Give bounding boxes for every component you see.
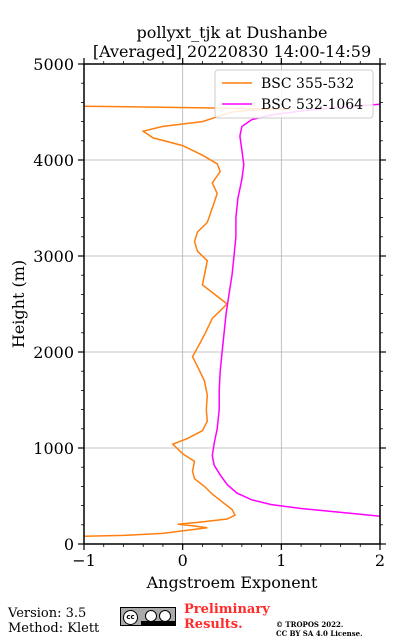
copyright-line1: © TROPOS 2022. [276, 620, 344, 629]
cc-license-badge: cc [120, 607, 176, 626]
legend: BSC 355-532 BSC 532-1064 [214, 69, 374, 119]
y-tick-label: 1000 [33, 439, 74, 458]
cc-icon: cc [123, 610, 138, 625]
chart-title-line1: pollyxt_tjk at Dushanbe [136, 23, 327, 42]
version-text: Version: 3.5 [8, 606, 87, 621]
x-axis-label: Angstroem Exponent [146, 573, 318, 592]
preliminary-line1: Preliminary [184, 602, 270, 617]
y-tick-label: 5000 [33, 55, 74, 74]
y-tick-label: 2000 [33, 343, 74, 362]
preliminary-notice: Preliminary Results. [184, 602, 270, 632]
x-tick-label: 1 [276, 551, 286, 570]
x-tick-label: 0 [178, 551, 188, 570]
series-group [84, 103, 380, 538]
series-line-bsc-532-1064 [211, 103, 380, 517]
copyright-notice: © TROPOS 2022. CC BY SA 4.0 License. [276, 620, 363, 638]
legend-label-bsc532: BSC 532-1064 [261, 97, 363, 113]
preliminary-line2: Results. [184, 617, 243, 632]
chart-title-line2: [Averaged] 20220830 14:00-14:59 [93, 42, 371, 61]
x-tick-label: 2 [375, 551, 385, 570]
y-tick-label: 0 [64, 535, 74, 554]
y-axis-label: Height (m) [9, 260, 28, 348]
y-tick-label: 3000 [33, 247, 74, 266]
copyright-line2: CC BY SA 4.0 License. [276, 629, 363, 638]
x-tick-label: −1 [72, 551, 96, 570]
y-tick-label: 4000 [33, 151, 74, 170]
plot-frame [83, 63, 381, 545]
badge-strip [141, 621, 175, 625]
series-line-bsc-355-532 [84, 105, 292, 538]
legend-box [214, 69, 374, 119]
legend-label-bsc355: BSC 355-532 [261, 76, 354, 92]
method-text: Method: Klett [8, 621, 100, 636]
grid [83, 63, 381, 545]
angstroem-chart: pollyxt_tjk at Dushanbe [Averaged] 20220… [9, 23, 386, 592]
